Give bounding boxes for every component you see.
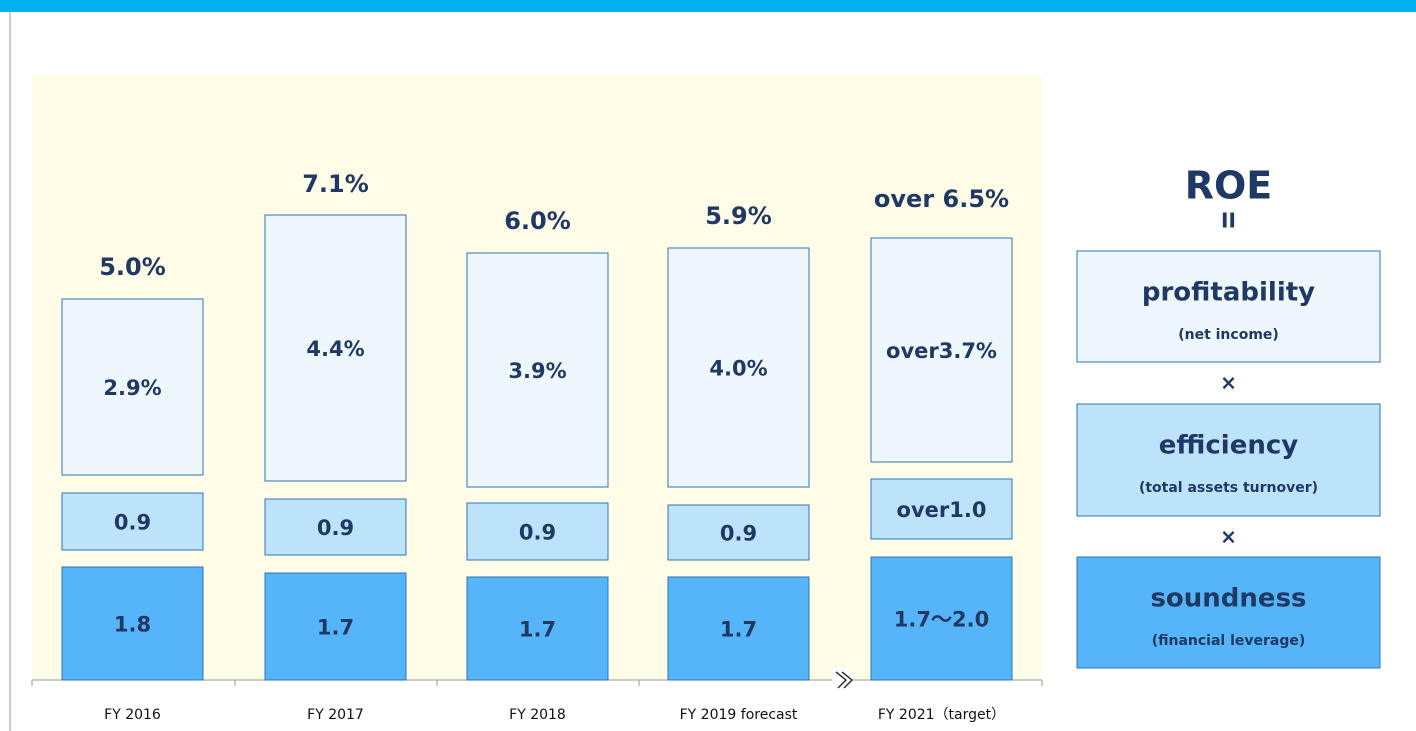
legend-name: profitability <box>1142 278 1315 308</box>
efficiency-box <box>264 498 407 556</box>
profitability-box <box>667 247 810 488</box>
soundness-box <box>61 566 204 681</box>
soundness-label: 1.7 <box>720 618 757 642</box>
total-label: 6.0% <box>504 207 571 235</box>
profitability-label: 2.9% <box>103 376 161 400</box>
profitability-label: 3.9% <box>508 359 566 383</box>
axis-ticks <box>31 680 1043 686</box>
efficiency-label: over1.0 <box>897 498 987 522</box>
soundness-label: 1.7～2.0 <box>894 608 989 632</box>
legend-box <box>1076 556 1381 669</box>
legend-equals: II <box>1221 209 1236 233</box>
legend-name: efficiency <box>1159 431 1299 461</box>
profitability-label: 4.4% <box>306 337 364 361</box>
total-label: 5.0% <box>99 253 166 281</box>
soundness-box <box>264 572 407 681</box>
soundness-label: 1.7 <box>519 618 556 642</box>
category-label: FY 2016 <box>104 707 161 723</box>
profitability-box <box>870 237 1013 463</box>
legend-box <box>1076 403 1381 517</box>
total-label: over 6.5% <box>874 185 1009 213</box>
profitability-box <box>61 298 204 476</box>
title-bar <box>0 0 1416 12</box>
legend-note: (financial leverage) <box>1152 633 1306 649</box>
axis-break-bg <box>832 668 852 692</box>
legend-operator: × <box>1220 371 1237 395</box>
soundness-box <box>466 576 609 681</box>
efficiency-box <box>61 492 204 551</box>
efficiency-label: 0.9 <box>519 521 556 545</box>
efficiency-label: 0.9 <box>317 516 354 540</box>
profitability-label: 4.0% <box>709 357 767 381</box>
soundness-box <box>667 576 810 681</box>
axis-break <box>835 671 854 689</box>
profitability-box <box>466 252 609 488</box>
category-label: FY 2021（target） <box>878 707 1005 723</box>
profitability-label: over3.7% <box>886 339 997 363</box>
soundness-box <box>870 556 1013 681</box>
category-label: FY 2017 <box>307 707 364 723</box>
profitability-box <box>264 214 407 482</box>
efficiency-box <box>667 504 810 561</box>
total-label: 5.9% <box>705 202 772 230</box>
legend-operator: × <box>1220 525 1237 549</box>
legend-name: soundness <box>1150 584 1306 614</box>
efficiency-label: 0.9 <box>114 511 151 535</box>
category-label: FY 2019 forecast <box>680 707 798 723</box>
soundness-label: 1.8 <box>114 613 151 637</box>
efficiency-box <box>466 502 609 561</box>
legend-note: (net income) <box>1178 327 1279 343</box>
legend-note: (total assets turnover) <box>1139 480 1318 496</box>
legend-box <box>1076 250 1381 363</box>
legend-title: ROE <box>1185 164 1273 208</box>
efficiency-box <box>870 478 1013 540</box>
category-label: FY 2018 <box>509 707 566 723</box>
soundness-label: 1.7 <box>317 616 354 640</box>
total-label: 7.1% <box>302 170 369 198</box>
efficiency-label: 0.9 <box>720 522 757 546</box>
